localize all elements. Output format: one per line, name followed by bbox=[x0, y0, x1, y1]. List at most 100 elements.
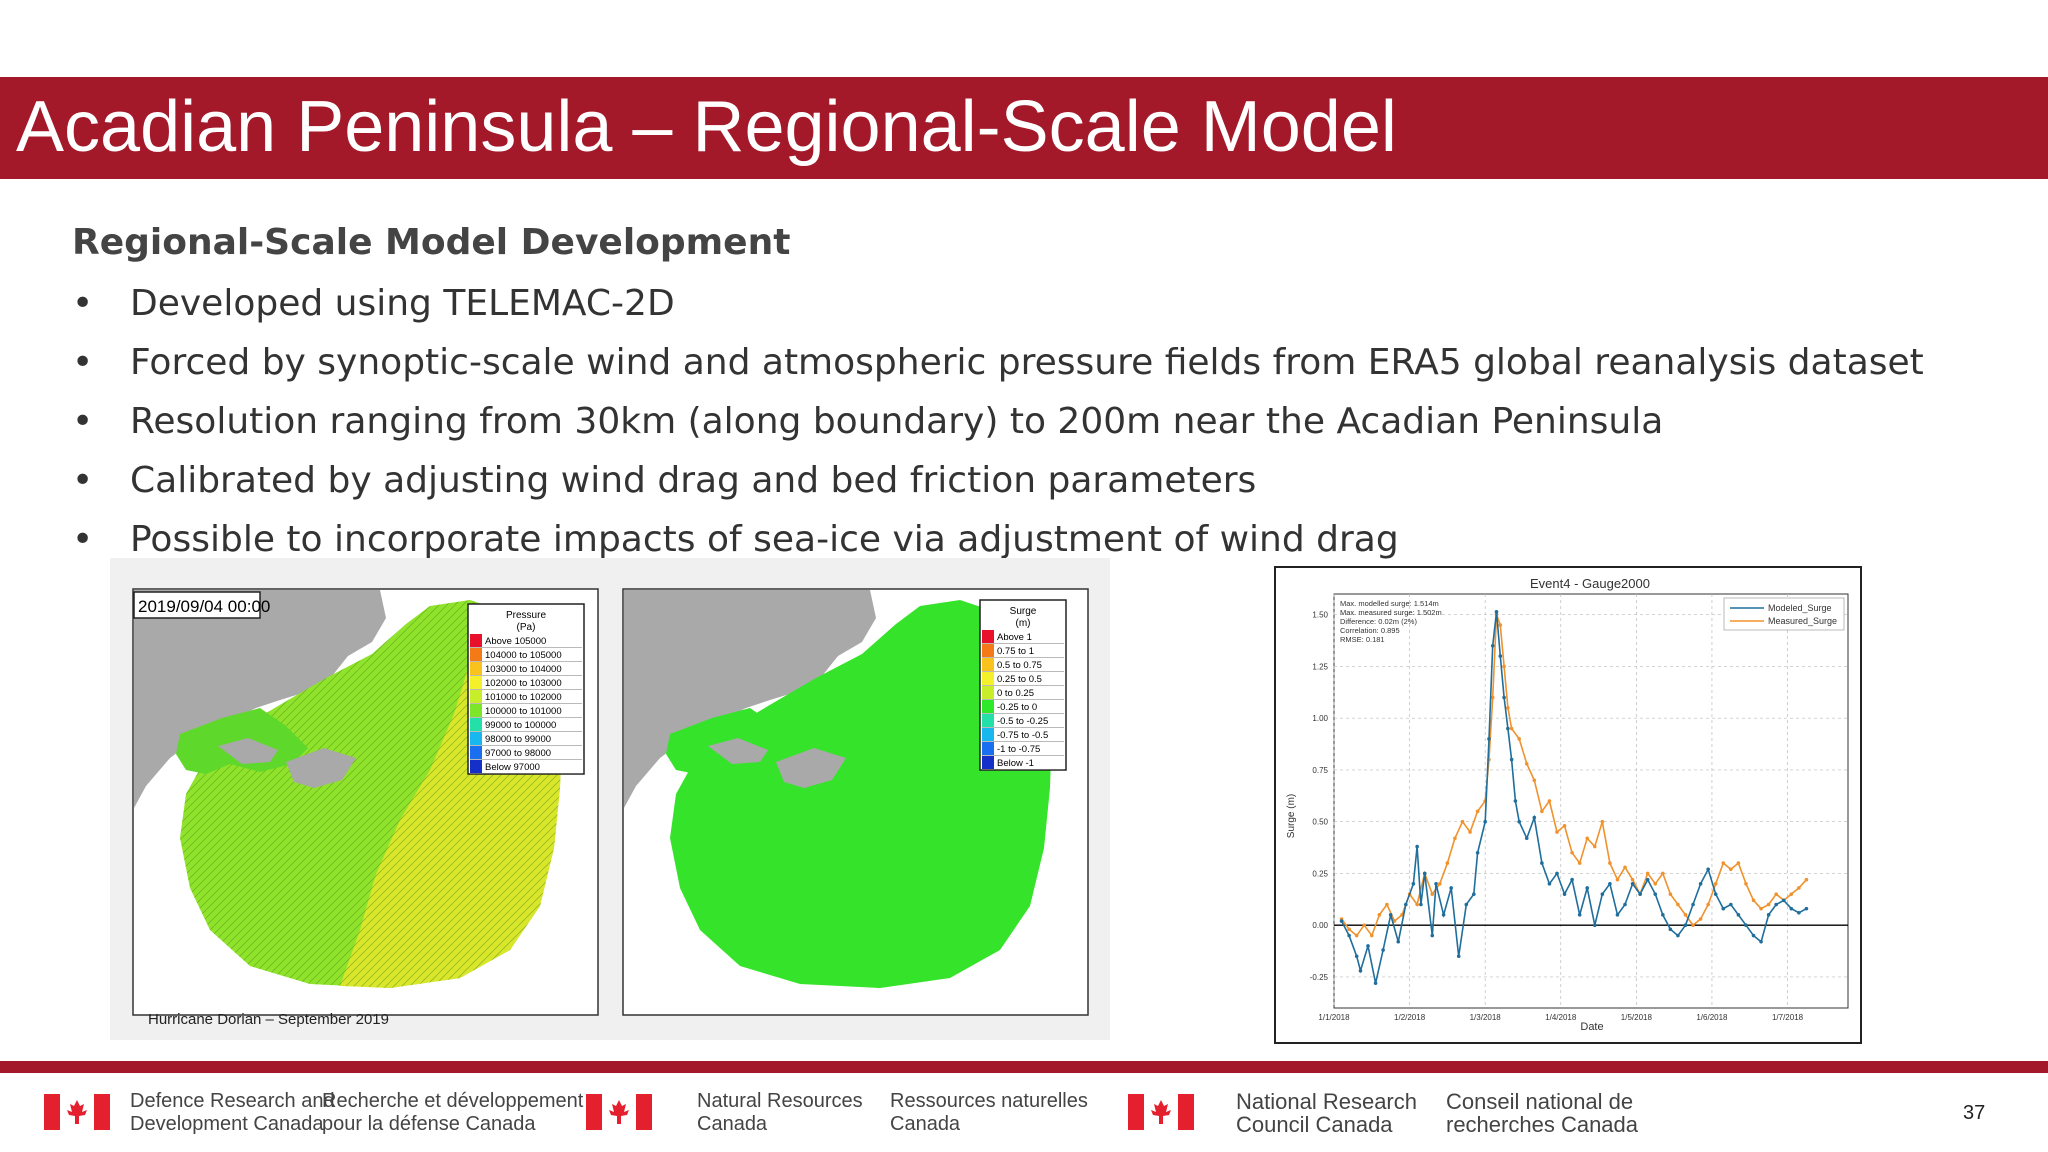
chart-stat-line: Max. modelled surge: 1.514m bbox=[1340, 599, 1439, 608]
series-point bbox=[1691, 923, 1695, 927]
x-tick-label: 1/7/2018 bbox=[1772, 1013, 1804, 1022]
series-point bbox=[1347, 933, 1351, 938]
y-tick-label: 1.00 bbox=[1312, 714, 1328, 723]
series-point bbox=[1483, 819, 1487, 824]
timestamp-box bbox=[133, 591, 261, 619]
logo-text-line: National Research bbox=[1236, 1089, 1417, 1114]
series-point bbox=[1668, 927, 1673, 932]
series-point bbox=[1392, 919, 1397, 923]
series-point bbox=[1524, 836, 1529, 841]
y-tick-label: 0.50 bbox=[1312, 818, 1328, 827]
bullet-text: Forced by synoptic-scale wind and atmosp… bbox=[130, 342, 1924, 383]
legend-label-modeled: Modeled_Surge bbox=[1768, 603, 1832, 613]
legend-swatch bbox=[982, 672, 994, 685]
series-point bbox=[1388, 913, 1393, 917]
land-mass bbox=[708, 738, 768, 764]
legend-swatch bbox=[470, 690, 482, 703]
series-point bbox=[1676, 933, 1680, 938]
legend-item-label: Below -1 bbox=[997, 758, 1034, 769]
series-point bbox=[1445, 861, 1450, 865]
series-point bbox=[1339, 919, 1344, 923]
series-point bbox=[1506, 706, 1510, 710]
canada-flag-icon bbox=[586, 1094, 652, 1130]
footer-divider bbox=[0, 1061, 2048, 1073]
bullet-dot: • bbox=[72, 342, 94, 383]
series-point bbox=[1540, 861, 1544, 865]
series-point bbox=[1751, 898, 1756, 903]
series-point bbox=[1506, 726, 1510, 731]
chart-svg: Event4 - Gauge2000 Surge (m) Date -0.25 0… bbox=[1286, 576, 1849, 1033]
legend-swatch bbox=[470, 648, 482, 661]
series-point bbox=[1577, 861, 1582, 865]
legend-swatch bbox=[470, 760, 482, 773]
nrc-name-fr: Conseil national de recherches Canada bbox=[1446, 1090, 1638, 1136]
series-point bbox=[1358, 968, 1363, 973]
logo-text-line: Canada bbox=[890, 1113, 961, 1135]
bullet-text: Resolution ranging from 30km (along boun… bbox=[130, 401, 1664, 442]
legend-item-label: -0.25 to 0 bbox=[997, 702, 1037, 713]
series-point bbox=[1698, 917, 1703, 921]
legend-item-label: Below 97000 bbox=[485, 762, 540, 773]
series-point bbox=[1691, 902, 1695, 907]
series-point bbox=[1415, 902, 1419, 907]
series-point bbox=[1419, 902, 1423, 907]
logo-text-line: Defence Research and bbox=[130, 1090, 335, 1112]
legend-item-label: 0.5 to 0.75 bbox=[997, 660, 1042, 671]
drdc-name-fr: Recherche et développement pour la défen… bbox=[322, 1090, 583, 1136]
series-point bbox=[1592, 844, 1597, 849]
series-point bbox=[1600, 892, 1605, 896]
series-point bbox=[1562, 892, 1567, 896]
timestamp-label: 2019/09/04 00:00 bbox=[138, 597, 270, 616]
series-point bbox=[1472, 892, 1476, 896]
y-tick-label: 1.25 bbox=[1312, 662, 1328, 671]
series-point bbox=[1449, 886, 1453, 890]
legend-item-label: -0.5 to -0.25 bbox=[997, 716, 1048, 727]
series-point bbox=[1630, 877, 1635, 882]
series-point bbox=[1804, 877, 1809, 882]
surge-legend: Surge (m) Above 1 0.75 to 1 0.5 to 0.75 0.2… bbox=[979, 599, 1067, 771]
series-point bbox=[1373, 981, 1378, 985]
series-point bbox=[1683, 913, 1688, 917]
x-tick-label: 1/2/2018 bbox=[1394, 1013, 1426, 1022]
series-point bbox=[1744, 882, 1748, 886]
nrc-name-en: National Research Council Canada bbox=[1236, 1090, 1417, 1136]
map-caption: Hurricane Dorian – September 2019 bbox=[148, 1011, 389, 1028]
legend-item-label: 101000 to 102000 bbox=[485, 692, 562, 703]
x-tick-label: 1/1/2018 bbox=[1318, 1013, 1350, 1022]
logo-text-line: pour la défense Canada bbox=[322, 1113, 536, 1135]
series-point bbox=[1422, 871, 1427, 876]
series-point bbox=[1721, 906, 1726, 911]
series-point bbox=[1608, 882, 1612, 886]
surge-sea-domain bbox=[670, 600, 1052, 988]
series-point bbox=[1759, 906, 1763, 911]
legend-swatch bbox=[982, 700, 994, 713]
series-point bbox=[1498, 654, 1503, 658]
series-point bbox=[1555, 871, 1559, 876]
x-tick-label: 1/5/2018 bbox=[1621, 1013, 1653, 1022]
logo-text-line: recherches Canada bbox=[1446, 1112, 1639, 1137]
canada-flag-icon bbox=[44, 1094, 110, 1130]
bullet-text: Calibrated by adjusting wind drag and be… bbox=[130, 460, 1257, 501]
series-point bbox=[1577, 913, 1582, 917]
canada-flag-icon bbox=[1128, 1094, 1194, 1130]
series-point bbox=[1713, 892, 1718, 896]
series-point bbox=[1396, 939, 1401, 944]
y-tick-label: 0.00 bbox=[1312, 921, 1328, 930]
series-point bbox=[1456, 954, 1461, 959]
bullet-dot: • bbox=[72, 519, 94, 560]
series-point bbox=[1434, 882, 1438, 886]
bullet-text: Developed using TELEMAC-2D bbox=[130, 283, 675, 324]
pressure-map: 2019/09/04 00:00 Pressure (Pa) Above 105… bbox=[132, 588, 599, 1016]
legend-swatch bbox=[982, 630, 994, 643]
legend-unit: (m) bbox=[1016, 618, 1031, 629]
series-point bbox=[1468, 830, 1472, 834]
legend-title: Surge bbox=[1010, 606, 1037, 617]
series-point bbox=[1721, 861, 1726, 865]
series-point bbox=[1487, 737, 1491, 741]
series-point bbox=[1797, 886, 1801, 890]
y-tick-label: -0.25 bbox=[1310, 973, 1329, 982]
series-point bbox=[1698, 882, 1703, 886]
legend-swatch bbox=[982, 756, 994, 769]
series-point bbox=[1475, 850, 1480, 855]
series-point bbox=[1411, 882, 1416, 886]
